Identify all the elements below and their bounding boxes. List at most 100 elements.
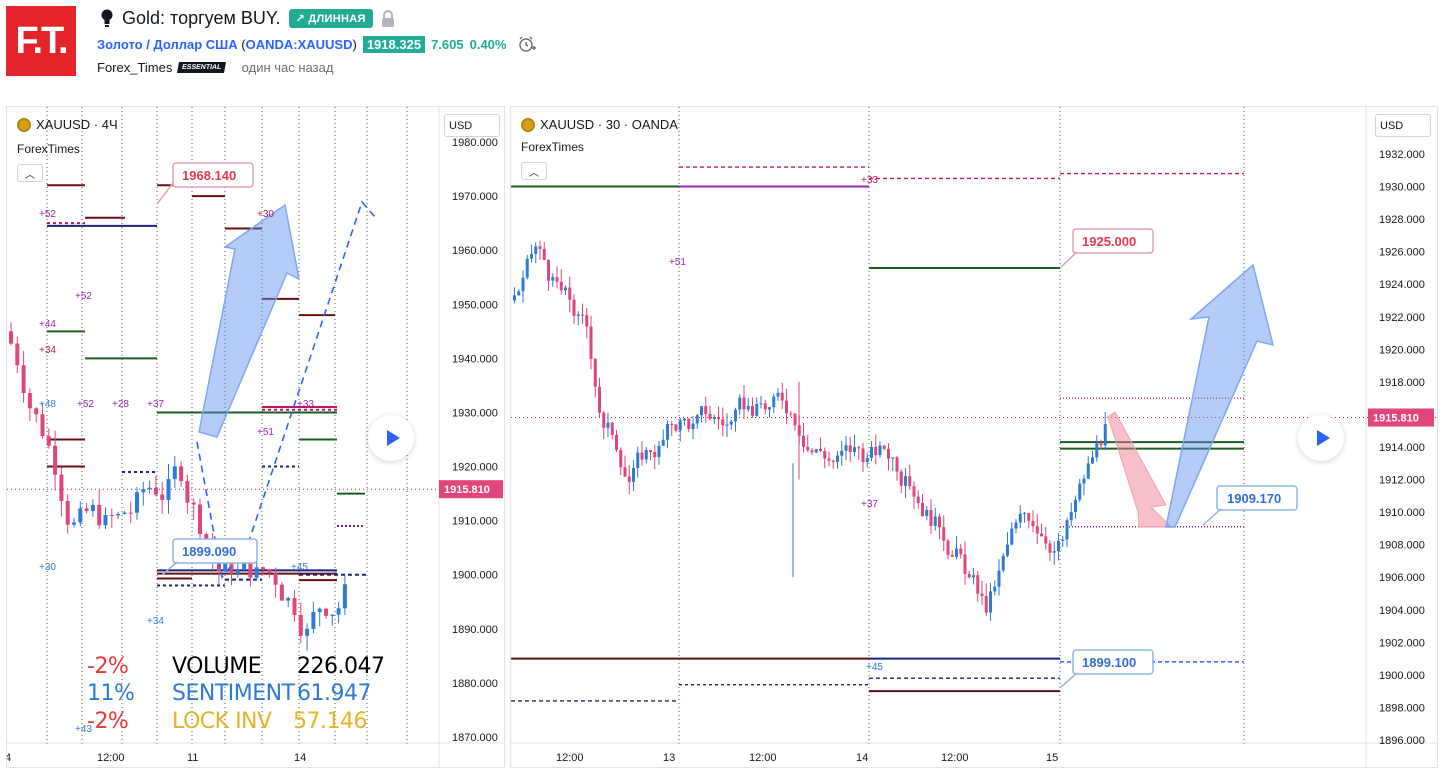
callout-box — [1072, 228, 1154, 254]
lock-icon — [381, 9, 394, 27]
y-tick-label: 1900.000 — [1379, 670, 1425, 682]
left-legend: XAUUSD · 4Ч — [17, 117, 118, 132]
play-icon — [386, 430, 400, 446]
candle-body — [286, 598, 291, 601]
candle-body — [636, 452, 640, 468]
candle-body — [938, 516, 941, 528]
candle-body — [53, 445, 58, 475]
candle-body — [305, 628, 310, 636]
candle-body — [1048, 543, 1052, 553]
candle-body — [216, 559, 221, 572]
level-delta-label: +51 — [257, 427, 274, 438]
symbol-ticker[interactable]: OANDA:XAUUSD — [245, 36, 353, 52]
callout-pointer — [1202, 508, 1222, 526]
candle-body — [615, 434, 618, 450]
candle-body — [542, 249, 546, 260]
candle-body — [755, 404, 759, 416]
play-icon — [1316, 430, 1330, 446]
idea-title-row: Gold: торгуем BUY. ↗ ДЛИННАЯ — [100, 8, 395, 29]
candle-body — [993, 586, 997, 592]
time-ago: один час назад — [241, 60, 334, 75]
right-chart-canvas[interactable]: 1932.000 1930.000 1928.000 1926.000 1924.000… — [511, 107, 1438, 768]
right-legend-text: XAUUSD · 30 · OANDA — [540, 117, 678, 132]
candle-body — [763, 403, 767, 410]
callout-label: 1909.170 — [1227, 491, 1281, 506]
candle-body — [649, 449, 652, 453]
candle-body — [891, 457, 895, 459]
candle-body — [768, 407, 771, 410]
alarm-add-icon[interactable] — [518, 35, 537, 53]
candle-body — [623, 467, 627, 477]
candle-body — [166, 478, 171, 500]
y-tick-label: 1890.000 — [452, 624, 498, 636]
candle-body — [925, 509, 929, 516]
candle-body — [1078, 483, 1082, 500]
candle-body — [644, 449, 648, 460]
candle-body — [135, 492, 139, 513]
candle-body — [606, 422, 610, 428]
right-play-button[interactable] — [1298, 415, 1344, 461]
left-chart-pane[interactable]: 1980.000 1970.000 1960.000 1950.000 1940.000… — [6, 106, 505, 768]
left-indicator-name: ForexTimes — [17, 142, 80, 156]
stat-label-lockinv: LOCK INV — [172, 709, 272, 734]
y-tick-label: 1928.000 — [1379, 214, 1425, 226]
candle-body — [959, 548, 963, 555]
candle-body — [844, 445, 848, 451]
candle-body — [292, 598, 297, 616]
left-play-button[interactable] — [368, 415, 414, 461]
callout-label: 1968.140 — [182, 168, 236, 183]
candle-body — [78, 508, 83, 523]
candle-body — [632, 467, 635, 482]
candle-body — [712, 417, 716, 420]
candle-body — [559, 281, 563, 291]
y-tick-label: 1906.000 — [1379, 572, 1425, 584]
right-indicator-name: ForexTimes — [521, 140, 584, 154]
candle-body — [908, 476, 912, 487]
y-tick-label: 1940.000 — [452, 353, 498, 365]
symbol-name[interactable]: Золото / Доллар США — [97, 36, 238, 52]
forex-times-logo[interactable]: F.T. — [6, 6, 76, 76]
candle-body — [72, 522, 76, 525]
symbol-link[interactable]: Золото / Доллар США (OANDA:XAUUSD) — [97, 37, 357, 52]
candle-body — [185, 481, 190, 503]
callout-pointer — [1060, 251, 1078, 268]
y-tick-label: 1902.000 — [1379, 637, 1425, 649]
right-collapse-button[interactable]: ︿ — [521, 162, 547, 180]
candle-body — [963, 554, 967, 575]
candle-body — [806, 446, 810, 451]
stat-pct-3: -2% — [87, 709, 129, 734]
candle-body — [589, 326, 593, 359]
candle-body — [640, 452, 644, 460]
level-delta-label: +48 — [39, 399, 56, 410]
candle-body — [116, 513, 121, 516]
candle-body — [311, 612, 316, 629]
candle-body — [887, 448, 890, 459]
left-currency-box[interactable]: USD — [444, 114, 500, 137]
candle-body — [267, 569, 272, 573]
candle-body — [530, 253, 533, 259]
candle-body — [97, 504, 102, 526]
y-tick-label: 1930.000 — [1379, 182, 1425, 194]
level-delta-label: +43 — [75, 724, 92, 735]
candle-body — [627, 476, 631, 482]
projection-dashed-path — [196, 200, 376, 579]
candle-body — [585, 315, 589, 327]
up-projection-arrow — [1165, 263, 1275, 528]
stat-label-volume: VOLUME — [172, 654, 262, 679]
callout-label: 1925.000 — [1082, 234, 1136, 249]
candle-body — [547, 259, 550, 281]
author-name[interactable]: Forex_Times — [97, 60, 173, 75]
candle-body — [128, 512, 133, 514]
stat-pct-2: 11% — [87, 681, 135, 706]
candle-body — [122, 512, 127, 514]
y-tick-label: 1910.000 — [452, 516, 498, 528]
right-currency-box[interactable]: USD — [1375, 114, 1431, 137]
right-chart-pane[interactable]: 1932.000 1930.000 1928.000 1926.000 1924.000… — [510, 106, 1438, 768]
candle-body — [568, 287, 572, 300]
candle-body — [261, 567, 265, 570]
level-delta-label: +56 — [39, 107, 56, 110]
left-collapse-button[interactable]: ︿ — [17, 164, 43, 182]
candle-body — [1057, 540, 1060, 552]
candle-body — [814, 449, 818, 453]
level-delta-label: +30 — [257, 209, 274, 220]
